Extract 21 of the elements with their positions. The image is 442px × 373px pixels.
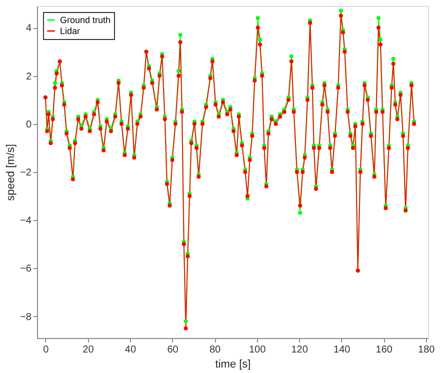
- y-tick-label: −4: [20, 216, 32, 227]
- x-tick-label: 180: [418, 344, 436, 356]
- x-axis-title: time [s]: [215, 358, 251, 370]
- y-axis-title: speed [m/s]: [5, 144, 18, 201]
- y-tick-label: −6: [20, 264, 32, 275]
- x-tick-label: 160: [376, 344, 393, 356]
- y-tick-label: 0: [26, 119, 32, 130]
- x-tick-label: 20: [82, 344, 94, 356]
- y-tick-label: −8: [20, 312, 32, 323]
- y-tick-label: −2: [20, 168, 32, 178]
- x-tick-label: 140: [334, 344, 351, 356]
- y-tick-label: 4: [26, 23, 32, 34]
- x-tick-label: 100: [248, 344, 266, 356]
- legend-label: Lidar: [60, 26, 80, 36]
- x-tick-label: 40: [124, 344, 136, 356]
- legend-label: Ground truth: [60, 15, 111, 25]
- y-tick-label: 2: [26, 71, 32, 82]
- x-tick-label: 60: [167, 344, 179, 356]
- x-tick-label: 0: [43, 344, 50, 356]
- x-tick-label: 80: [209, 344, 222, 356]
- x-tick-label: 120: [291, 344, 308, 356]
